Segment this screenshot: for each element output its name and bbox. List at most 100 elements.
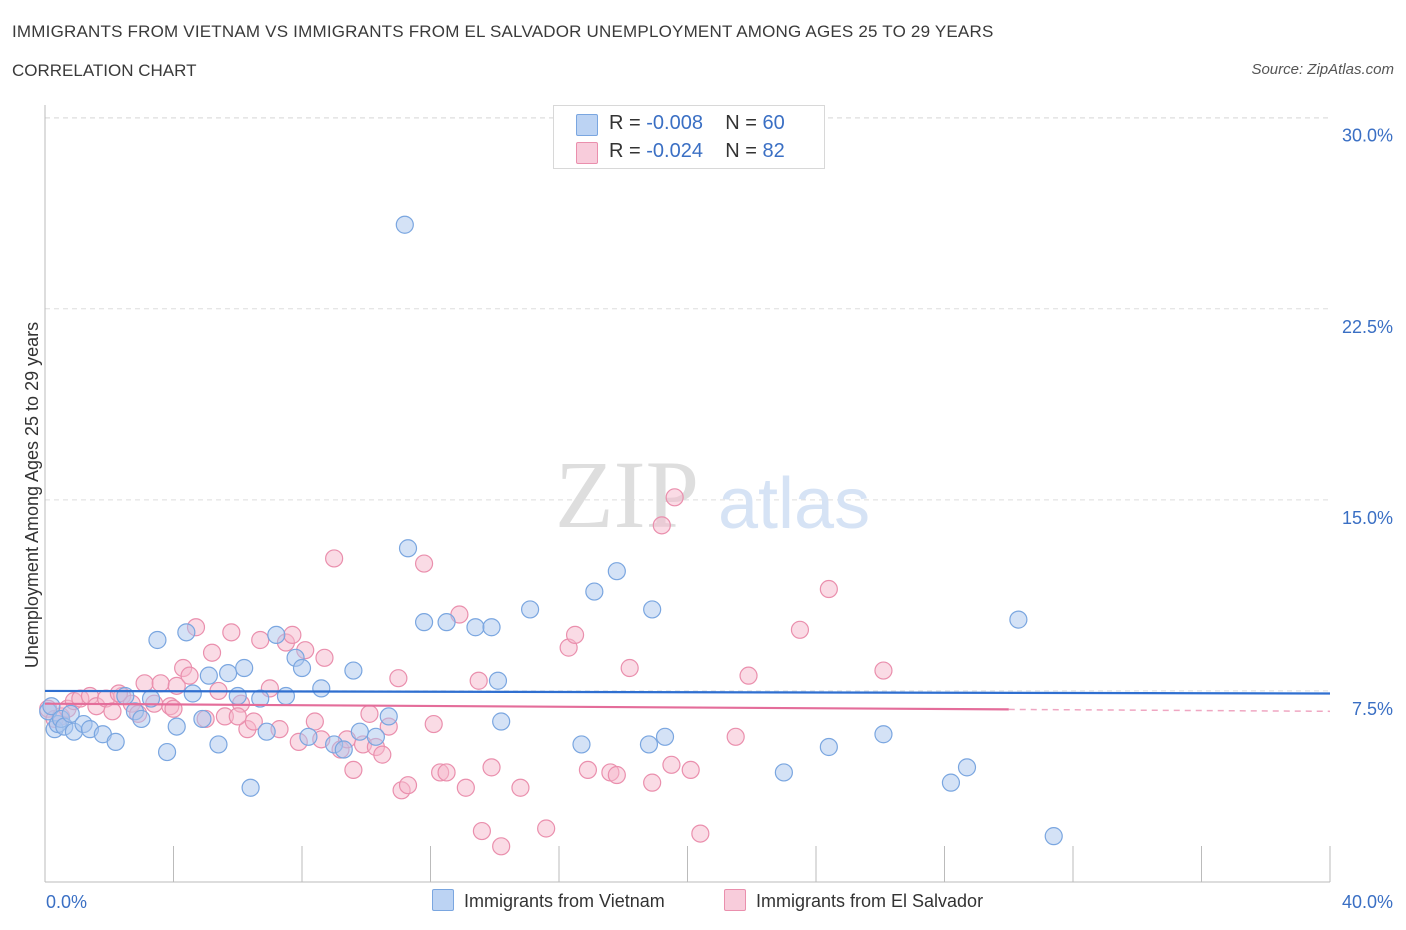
x-tick-label-min: 0.0% [46, 892, 87, 912]
point-vietnam [292, 658, 312, 678]
point-el-salvador [620, 658, 639, 678]
point-vietnam [379, 707, 398, 726]
point-vietnam [183, 684, 202, 703]
x-tick-label-max: 40.0% [1342, 892, 1393, 912]
trend-line-vietnam [44, 689, 1331, 695]
point-el-salvador [874, 661, 893, 680]
point-vietnam [61, 704, 80, 723]
point-vietnam [414, 613, 434, 632]
point-el-salvador [469, 671, 488, 690]
point-vietnam [607, 562, 626, 581]
point-vietnam [585, 582, 604, 601]
point-vietnam [334, 740, 353, 759]
point-vietnam [643, 600, 662, 619]
point-el-salvador [283, 625, 302, 644]
point-el-salvador [565, 625, 585, 644]
point-vietnam [488, 671, 508, 690]
point-el-salvador [652, 516, 671, 535]
point-el-salvador [389, 669, 408, 688]
point-el-salvador [360, 704, 379, 723]
trend-line-el-salvador-extension [1008, 708, 1331, 713]
point-el-salvador [607, 765, 626, 785]
point-vietnam [492, 712, 511, 731]
point-vietnam [437, 613, 456, 632]
point-el-salvador [790, 620, 810, 639]
r-value: -0.024 [646, 140, 703, 162]
point-el-salvador [424, 714, 443, 734]
tick-labels: 7.5% 15.0% 22.5% 30.0% 0.0% 40.0% [46, 126, 1393, 912]
point-el-salvador [472, 821, 491, 841]
point-vietnam [941, 773, 961, 792]
point-el-salvador [228, 707, 247, 726]
legend-swatch-pink [724, 889, 746, 911]
point-el-salvador [373, 745, 392, 764]
point-vietnam [350, 722, 369, 741]
point-el-salvador [643, 773, 662, 792]
point-vietnam [482, 618, 501, 637]
point-vietnam [42, 697, 61, 716]
point-vietnam [209, 735, 228, 754]
point-el-salvador [537, 819, 556, 838]
point-vietnam [193, 709, 212, 729]
point-el-salvador [578, 760, 598, 780]
point-el-salvador [325, 549, 344, 568]
series-el-salvador-points [39, 488, 893, 856]
point-el-salvador [315, 648, 334, 667]
point-vietnam [655, 727, 675, 746]
correlation-legend: R = -0.008 N = 60 R = -0.024 N = 82 [553, 105, 825, 169]
point-vietnam [1009, 610, 1028, 629]
point-vietnam [177, 623, 196, 642]
point-el-salvador [437, 763, 456, 782]
y-tick-label: 22.5% [1342, 317, 1393, 337]
point-vietnam [251, 689, 270, 708]
watermark: ZIP atlas [555, 441, 870, 548]
point-vietnam [132, 709, 151, 729]
chart-title: IMMIGRANTS FROM VIETNAM VS IMMIGRANTS FR… [12, 22, 994, 41]
point-el-salvador [739, 666, 758, 685]
trend-lines [44, 689, 1331, 713]
point-el-salvador [482, 758, 501, 777]
point-vietnam [257, 722, 276, 741]
point-vietnam [398, 539, 418, 558]
point-vietnam [344, 661, 363, 680]
n-value: 60 [762, 112, 785, 134]
point-el-salvador [691, 824, 710, 843]
r-label: R = [609, 140, 647, 162]
r-value: -0.008 [646, 112, 703, 134]
point-el-salvador [135, 674, 154, 693]
legend-swatch-blue [576, 114, 598, 136]
point-el-salvador [251, 630, 270, 650]
point-el-salvador [681, 760, 700, 780]
point-vietnam [199, 666, 218, 685]
source-credit: Source: ZipAtlas.com [1251, 61, 1394, 78]
y-axis-label: Unemployment Among Ages 25 to 29 years [22, 322, 42, 668]
point-vietnam [572, 735, 591, 754]
gridlines [45, 117, 1330, 692]
point-vietnam [228, 686, 247, 706]
series-vietnam-points [39, 215, 1063, 846]
point-el-salvador [305, 712, 324, 731]
point-el-salvador [511, 778, 530, 797]
n-value: 82 [762, 140, 785, 162]
n-label: N = [725, 140, 763, 162]
point-vietnam [774, 763, 793, 782]
point-vietnam [299, 727, 318, 746]
watermark-atlas: atlas [718, 464, 870, 544]
point-vietnam [267, 625, 286, 644]
point-el-salvador [103, 702, 122, 721]
y-tick-label: 15.0% [1342, 508, 1393, 528]
point-vietnam [106, 732, 125, 751]
legend-swatch-blue [432, 889, 454, 911]
point-vietnam [241, 778, 260, 797]
point-el-salvador [202, 643, 222, 662]
legend-swatch-pink [576, 142, 598, 164]
point-el-salvador [180, 666, 199, 685]
legend-item-vietnam[interactable]: Immigrants from Vietnam [432, 889, 665, 912]
legend-item-el-salvador[interactable]: Immigrants from El Salvador [724, 889, 983, 912]
y-tick-label: 30.0% [1342, 126, 1393, 146]
point-vietnam [819, 737, 838, 757]
point-el-salvador [492, 837, 511, 856]
point-el-salvador [456, 778, 475, 797]
axes [44, 105, 1331, 883]
